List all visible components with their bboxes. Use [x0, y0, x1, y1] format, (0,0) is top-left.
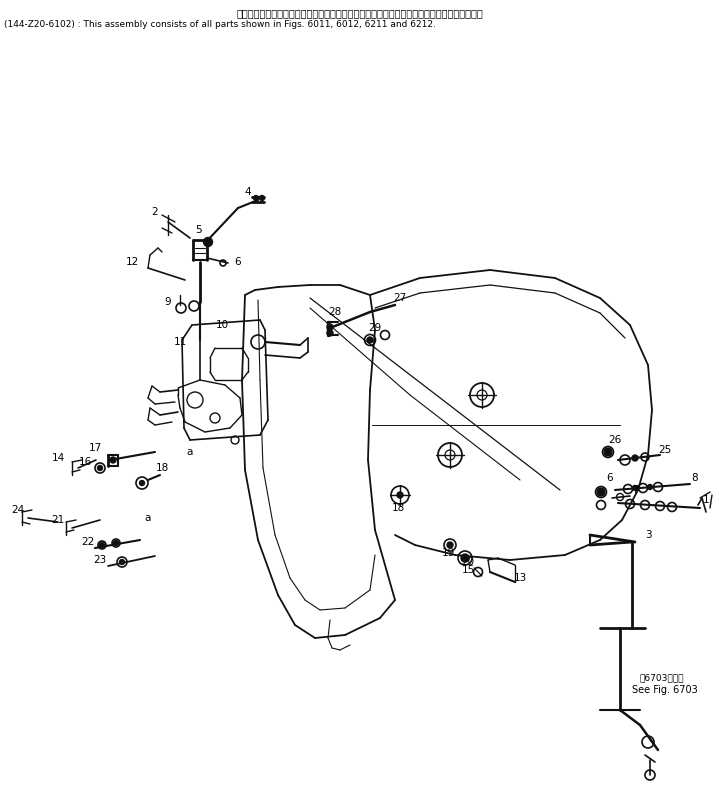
Circle shape [367, 337, 373, 343]
Text: 15: 15 [462, 565, 475, 575]
Text: 22: 22 [81, 537, 95, 547]
Circle shape [327, 324, 333, 330]
Text: 18: 18 [391, 503, 405, 513]
Text: 7: 7 [632, 485, 638, 495]
Text: 10: 10 [216, 320, 229, 330]
Text: 19: 19 [441, 548, 454, 558]
Circle shape [597, 488, 605, 496]
Text: 18: 18 [155, 463, 169, 473]
Text: 3: 3 [645, 530, 651, 540]
Text: 9: 9 [165, 297, 171, 307]
Circle shape [461, 554, 469, 562]
Text: a: a [145, 513, 151, 523]
Circle shape [604, 448, 612, 456]
Text: 24: 24 [12, 505, 24, 515]
Text: a: a [187, 447, 193, 457]
Text: 12: 12 [125, 257, 139, 267]
Text: 27: 27 [393, 293, 407, 303]
Text: 6: 6 [234, 257, 242, 267]
Circle shape [114, 541, 119, 545]
Circle shape [447, 542, 453, 548]
Circle shape [254, 195, 259, 201]
Text: 2: 2 [152, 207, 158, 217]
Text: 6: 6 [607, 473, 613, 483]
Text: 11: 11 [173, 337, 187, 347]
Text: 4: 4 [244, 187, 252, 197]
Text: 20: 20 [462, 557, 475, 567]
Text: 28: 28 [329, 307, 342, 317]
Text: 25: 25 [659, 445, 672, 455]
Text: (144-Z20-6102) : This assembly consists of all parts shown in Figs. 6011, 6012, : (144-Z20-6102) : This assembly consists … [4, 20, 436, 29]
Text: 13: 13 [513, 573, 526, 583]
Circle shape [327, 330, 333, 336]
Circle shape [99, 542, 104, 548]
Circle shape [204, 238, 211, 246]
Text: 29: 29 [368, 323, 382, 333]
Text: 5: 5 [195, 225, 201, 235]
Circle shape [139, 481, 145, 486]
Circle shape [633, 486, 638, 490]
Text: 14: 14 [51, 453, 65, 463]
Circle shape [260, 195, 265, 201]
Circle shape [119, 560, 124, 564]
Circle shape [632, 455, 638, 461]
Text: 21: 21 [51, 515, 65, 525]
Text: 23: 23 [93, 555, 106, 565]
Circle shape [648, 485, 653, 490]
Text: 26: 26 [608, 435, 622, 445]
Text: 1: 1 [702, 495, 710, 505]
Text: 17: 17 [88, 443, 101, 453]
Circle shape [397, 492, 403, 498]
Text: 8: 8 [692, 473, 698, 483]
Text: このアセンブリの構成部品は第６０１１、６０１２、６２１１および第６２１２図を含みます: このアセンブリの構成部品は第６０１１、６０１２、６２１１および第６２１２図を含み… [237, 8, 483, 18]
Text: 16: 16 [78, 457, 91, 467]
Circle shape [110, 457, 116, 463]
Circle shape [98, 465, 103, 471]
Text: See Fig. 6703: See Fig. 6703 [632, 685, 697, 695]
Text: 第6703図参照: 第6703図参照 [640, 674, 684, 682]
